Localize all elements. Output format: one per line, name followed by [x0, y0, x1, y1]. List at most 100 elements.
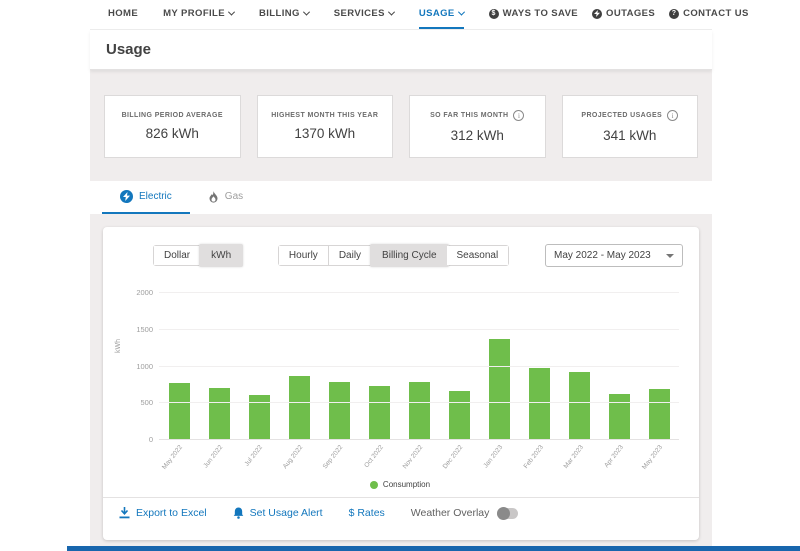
consumption-bar-dec-2022[interactable] [448, 390, 470, 440]
x-tick-label: Jan 2023 [482, 444, 505, 470]
bar-slot [439, 293, 479, 440]
bar-slot [279, 293, 319, 440]
rates-label: $ Rates [348, 507, 385, 519]
period-option-billing-cycle[interactable]: Billing Cycle [370, 244, 449, 267]
gridline [159, 439, 679, 440]
chevron-down-icon [227, 8, 236, 16]
download-icon [119, 507, 130, 519]
x-tick: Nov 2022 [399, 440, 439, 480]
chevron-down-icon [387, 8, 395, 16]
consumption-bar-feb-2023[interactable] [528, 367, 550, 440]
period-toggle: Hourly Daily Billing Cycle Seasonal [277, 244, 510, 267]
bar-slot [359, 293, 399, 440]
nav-item-services[interactable]: SERVICES [334, 0, 395, 29]
period-option-daily[interactable]: Daily [328, 246, 373, 265]
tab-electric[interactable]: Electric [102, 181, 190, 214]
chart-legend: Consumption [117, 480, 683, 489]
x-tick: Oct 2022 [359, 440, 399, 480]
nav-item-outages[interactable]: OUTAGES [592, 8, 655, 21]
card-divider [103, 497, 699, 498]
legend-label: Consumption [382, 480, 431, 489]
nav-item-label: BILLING [259, 8, 300, 19]
bar-slot [599, 293, 639, 440]
y-axis-label: kWh [115, 339, 122, 353]
nav-item-label: CONTACT US [683, 8, 749, 19]
weather-overlay-control: Weather Overlay [410, 506, 519, 520]
nav-item-ways-to-save[interactable]: $ WAYS TO SAVE [488, 8, 578, 21]
chart-controls: Dollar kWh Hourly Daily Billing Cycle Se… [117, 244, 683, 267]
gridline [159, 292, 679, 293]
nav-item-billing[interactable]: BILLING [259, 0, 310, 29]
nav-item-home[interactable]: HOME [108, 0, 138, 29]
y-tick-label: 1500 [136, 324, 153, 334]
chart-bars [159, 293, 679, 440]
nav-item-usage[interactable]: USAGE [418, 0, 465, 29]
usage-chart-card: Dollar kWh Hourly Daily Billing Cycle Se… [103, 227, 699, 540]
x-tick: Apr 2023 [599, 440, 639, 480]
x-tick: Aug 2022 [279, 440, 319, 480]
consumption-bar-may-2023[interactable] [648, 388, 670, 440]
consumption-bar-sep-2022[interactable] [328, 381, 350, 440]
bar-slot [639, 293, 679, 440]
consumption-bar-jul-2022[interactable] [248, 395, 270, 440]
power-circle-icon [592, 8, 603, 19]
x-tick: Feb 2023 [519, 440, 559, 480]
gridline [159, 328, 679, 330]
app-window: HOME MY PROFILE BILLING SERVICES USAGE $… [90, 0, 748, 551]
chevron-down-icon [457, 8, 465, 16]
weather-overlay-label: Weather Overlay [410, 507, 490, 519]
consumption-bar-jan-2023[interactable] [488, 339, 510, 440]
stat-value: 312 kWh [450, 128, 504, 143]
consumption-bar-aug-2022[interactable] [288, 376, 310, 440]
top-navigation: HOME MY PROFILE BILLING SERVICES USAGE $… [90, 0, 748, 30]
tab-label: Electric [139, 191, 172, 202]
export-label: Export to Excel [136, 507, 207, 519]
stats-row: BILLING PERIOD AVERAGE 826 kWh HIGHEST M… [90, 95, 712, 158]
chart-footer: Export to Excel Set Usage Alert $ Rates … [117, 498, 683, 528]
x-tick-label: Sep 2022 [321, 444, 345, 471]
unit-option-dollar[interactable]: Dollar [154, 246, 202, 265]
period-option-hourly[interactable]: Hourly [278, 246, 329, 265]
consumption-bar-jun-2022[interactable] [208, 387, 230, 440]
x-tick: Jul 2022 [239, 440, 279, 480]
bar-slot [239, 293, 279, 440]
consumption-bar-nov-2022[interactable] [408, 381, 430, 440]
x-tick: Jan 2023 [479, 440, 519, 480]
nav-item-contact-us[interactable]: ? CONTACT US [669, 8, 749, 21]
nav-item-label: USAGE [418, 8, 455, 19]
x-tick-label: Mar 2023 [562, 444, 585, 470]
gas-flame-icon [208, 190, 219, 203]
consumption-bar-oct-2022[interactable] [368, 385, 390, 440]
date-range-select[interactable]: May 2022 - May 2023 [545, 244, 683, 267]
stat-card-projected-usages: PROJECTED USAGES i 341 kWh [561, 95, 698, 158]
set-usage-alert-button[interactable]: Set Usage Alert [233, 507, 323, 519]
info-icon[interactable]: i [513, 110, 525, 121]
alert-label: Set Usage Alert [249, 507, 323, 519]
export-to-excel-button[interactable]: Export to Excel [119, 507, 207, 519]
unit-option-kwh[interactable]: kWh [199, 244, 244, 267]
weather-overlay-toggle[interactable] [497, 506, 519, 520]
site-footer-top-edge [67, 546, 800, 551]
bar-slot [399, 293, 439, 440]
x-tick-label: Aug 2022 [281, 444, 305, 471]
stat-card-highest-month: HIGHEST MONTH THIS YEAR 1370 kWh [256, 95, 393, 158]
consumption-bar-apr-2023[interactable] [608, 393, 630, 440]
y-tick-label: 2000 [136, 288, 153, 297]
x-tick-label: Apr 2023 [602, 444, 625, 470]
x-tick-label: Feb 2023 [522, 444, 545, 470]
rates-button[interactable]: $ Rates [349, 507, 385, 519]
nav-item-my-profile[interactable]: MY PROFILE [163, 0, 236, 29]
bar-slot [199, 293, 239, 440]
consumption-bar-may-2022[interactable] [168, 382, 190, 440]
nav-item-label: HOME [108, 8, 139, 19]
period-option-seasonal[interactable]: Seasonal [446, 246, 509, 265]
stat-value: 826 kWh [145, 126, 199, 141]
legend-dot-icon [369, 480, 378, 489]
consumption-bar-mar-2023[interactable] [568, 372, 590, 440]
tab-gas[interactable]: Gas [190, 181, 261, 214]
stat-label: PROJECTED USAGES [581, 112, 663, 119]
bar-slot [319, 293, 359, 440]
chart-plot: 0 500 1000 1500 2000 [136, 288, 679, 444]
info-icon[interactable]: i [667, 110, 679, 121]
bar-slot [519, 293, 559, 440]
